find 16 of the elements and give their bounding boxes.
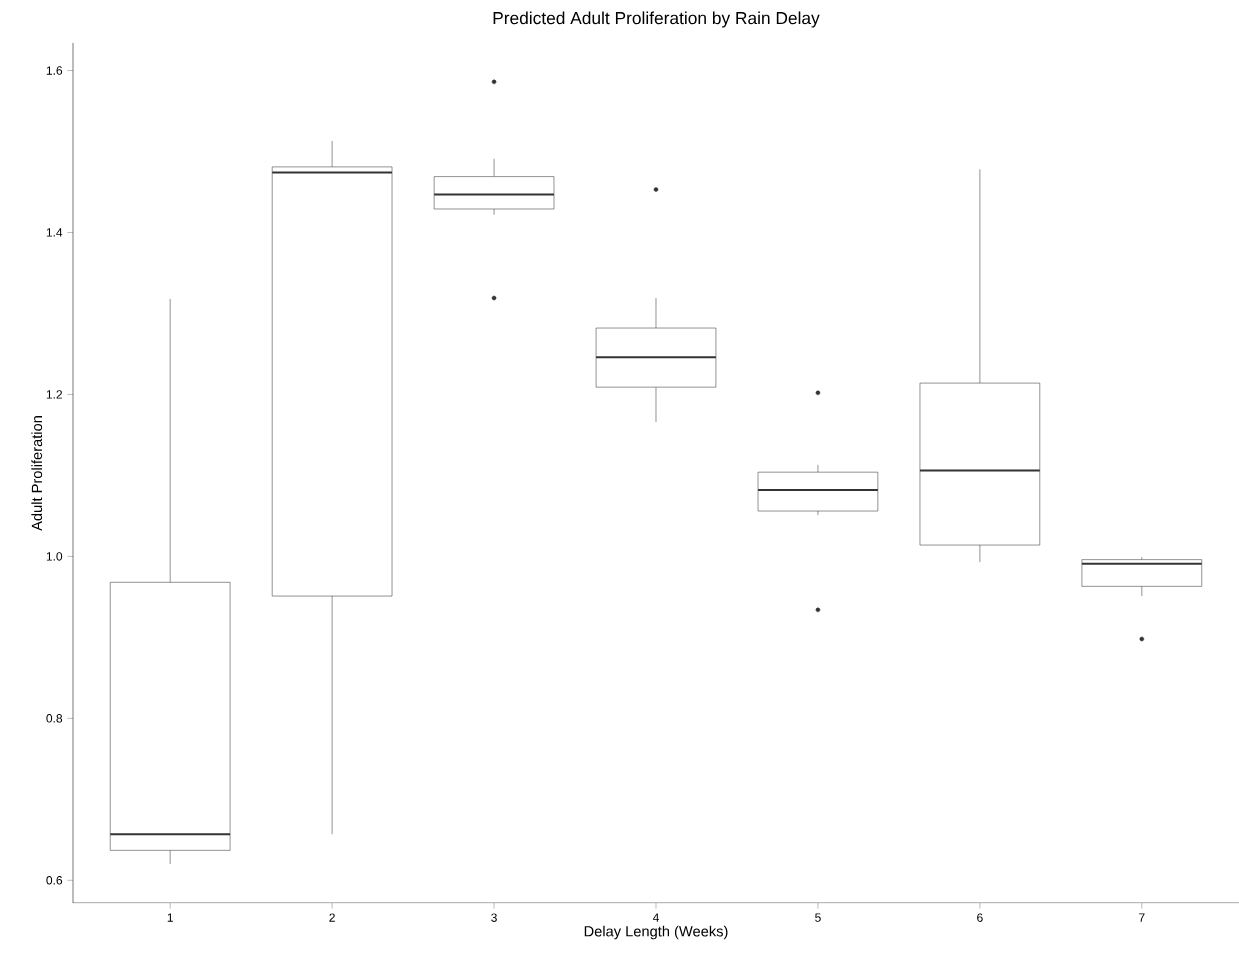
- y-tick-label: 1.2: [46, 390, 62, 399]
- x-tick-label: 5: [815, 913, 821, 922]
- y-tick-label: 1.6: [46, 66, 63, 75]
- x-tick-label: 1: [167, 913, 173, 922]
- x-tick-label: 4: [652, 913, 659, 922]
- y-axis-title: Adult Proliferation: [31, 416, 43, 531]
- y-tick-label: 0.6: [46, 876, 63, 885]
- y-tick-label: 1.4: [46, 228, 63, 237]
- x-tick-label: 7: [1139, 913, 1145, 922]
- chart-title: Predicted Adult Proliferation by Rain Delay: [493, 11, 820, 28]
- y-tick-label: 1.0: [46, 552, 63, 561]
- y-tick-label: 0.8: [46, 714, 63, 723]
- x-tick-label: 3: [491, 913, 497, 922]
- x-tick-label: 2: [329, 913, 335, 922]
- x-axis-title: Delay Length (Weeks): [584, 925, 728, 940]
- x-tick-label: 6: [977, 913, 983, 922]
